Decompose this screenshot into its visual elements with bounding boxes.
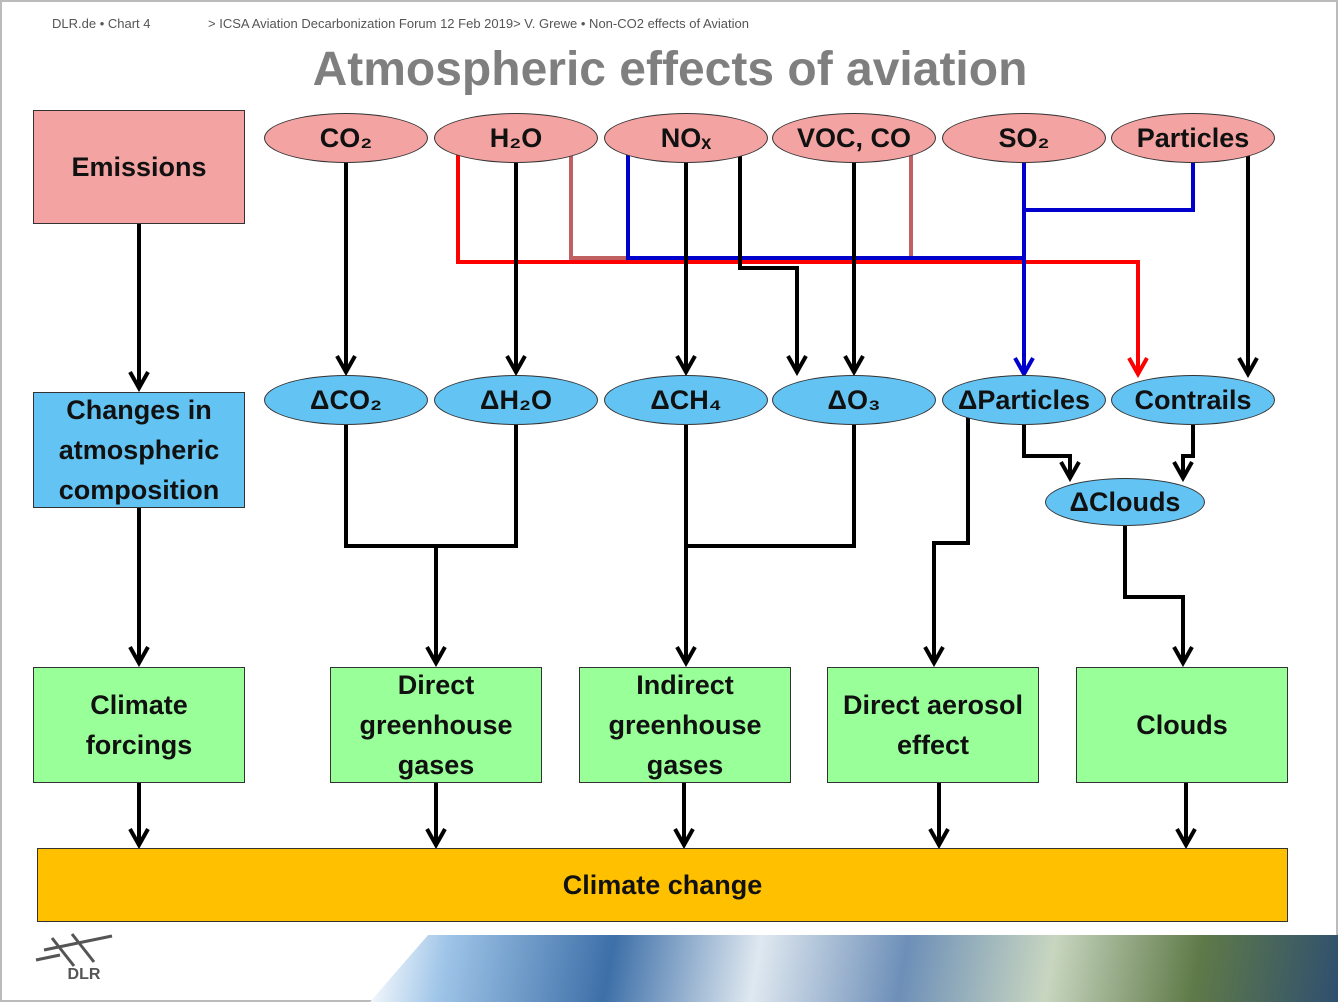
arrow <box>626 148 1024 260</box>
arrow <box>1024 162 1195 212</box>
arrow <box>686 425 856 548</box>
change: ΔH₂O <box>434 375 598 425</box>
arrow <box>1022 425 1070 478</box>
emission: SO₂ <box>942 113 1106 163</box>
title: Atmospheric effects of aviation <box>312 42 1028 96</box>
effect: Clouds <box>1076 667 1288 783</box>
change: ΔO₃ <box>772 375 936 425</box>
change: ΔParticles <box>942 375 1106 425</box>
header-right: > ICSA Aviation Decarbonization Forum 12… <box>208 16 749 31</box>
emission: Particles <box>1111 113 1275 163</box>
arrow <box>738 150 797 372</box>
effect: Direct greenhouse gases <box>330 667 542 783</box>
effect: Indirect greenhouse gases <box>579 667 791 783</box>
emissions-row: Emissions <box>33 110 245 224</box>
arrow <box>456 148 1138 374</box>
emission: NOₓ <box>604 113 768 163</box>
change: ΔCH₄ <box>604 375 768 425</box>
emission: CO₂ <box>264 113 428 163</box>
climate-change: Climate change <box>37 848 1288 922</box>
forcings-row: Climate forcings <box>33 667 245 783</box>
earth-strip <box>370 935 1338 1002</box>
change: ΔCO₂ <box>264 375 428 425</box>
change: ΔClouds <box>1045 478 1205 526</box>
emission: H₂O <box>434 113 598 163</box>
arrow <box>1183 425 1195 478</box>
changes-row: Changes in atmospheric composition <box>33 392 245 508</box>
arrow <box>344 425 518 548</box>
header-left: DLR.de • Chart 4 <box>52 16 151 31</box>
change: Contrails <box>1111 375 1275 425</box>
arrow <box>934 415 970 663</box>
effect: Direct aerosol effect <box>827 667 1039 783</box>
logo-text: DLR <box>67 966 101 983</box>
emission: VOC, CO <box>772 113 936 163</box>
arrow <box>1123 526 1183 663</box>
dlr-logo-icon <box>35 933 113 967</box>
